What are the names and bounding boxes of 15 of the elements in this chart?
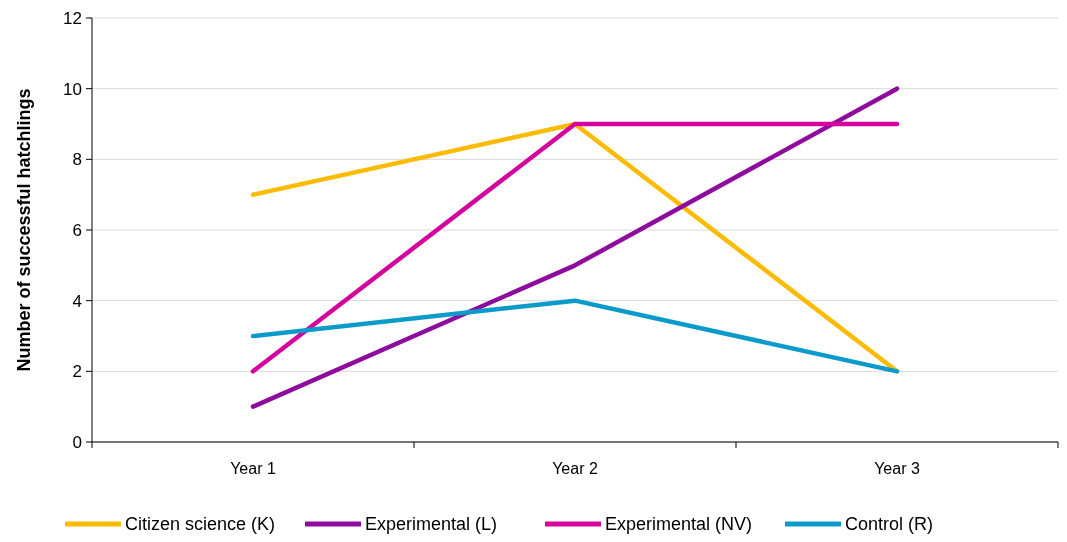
y-tick-label: 10 — [63, 79, 82, 99]
x-tick-label: Year 1 — [230, 460, 276, 477]
y-tick-label: 8 — [72, 150, 82, 170]
y-tick-label: 12 — [63, 8, 82, 28]
x-tick-label: Year 2 — [552, 460, 598, 477]
legend-label: Experimental (NV) — [605, 514, 753, 535]
y-tick-label: 0 — [72, 432, 82, 452]
legend-label: Citizen science (K) — [125, 514, 276, 535]
x-tick-label: Year 3 — [874, 460, 920, 477]
y-tick-label: 4 — [72, 291, 82, 311]
legend-label: Control (R) — [845, 514, 934, 535]
y-tick-label: 6 — [72, 220, 82, 240]
y-tick-label: 2 — [72, 362, 82, 382]
legend-label: Experimental (L) — [365, 514, 498, 535]
y-axis-title: Number of successful hatchlings — [14, 88, 34, 372]
